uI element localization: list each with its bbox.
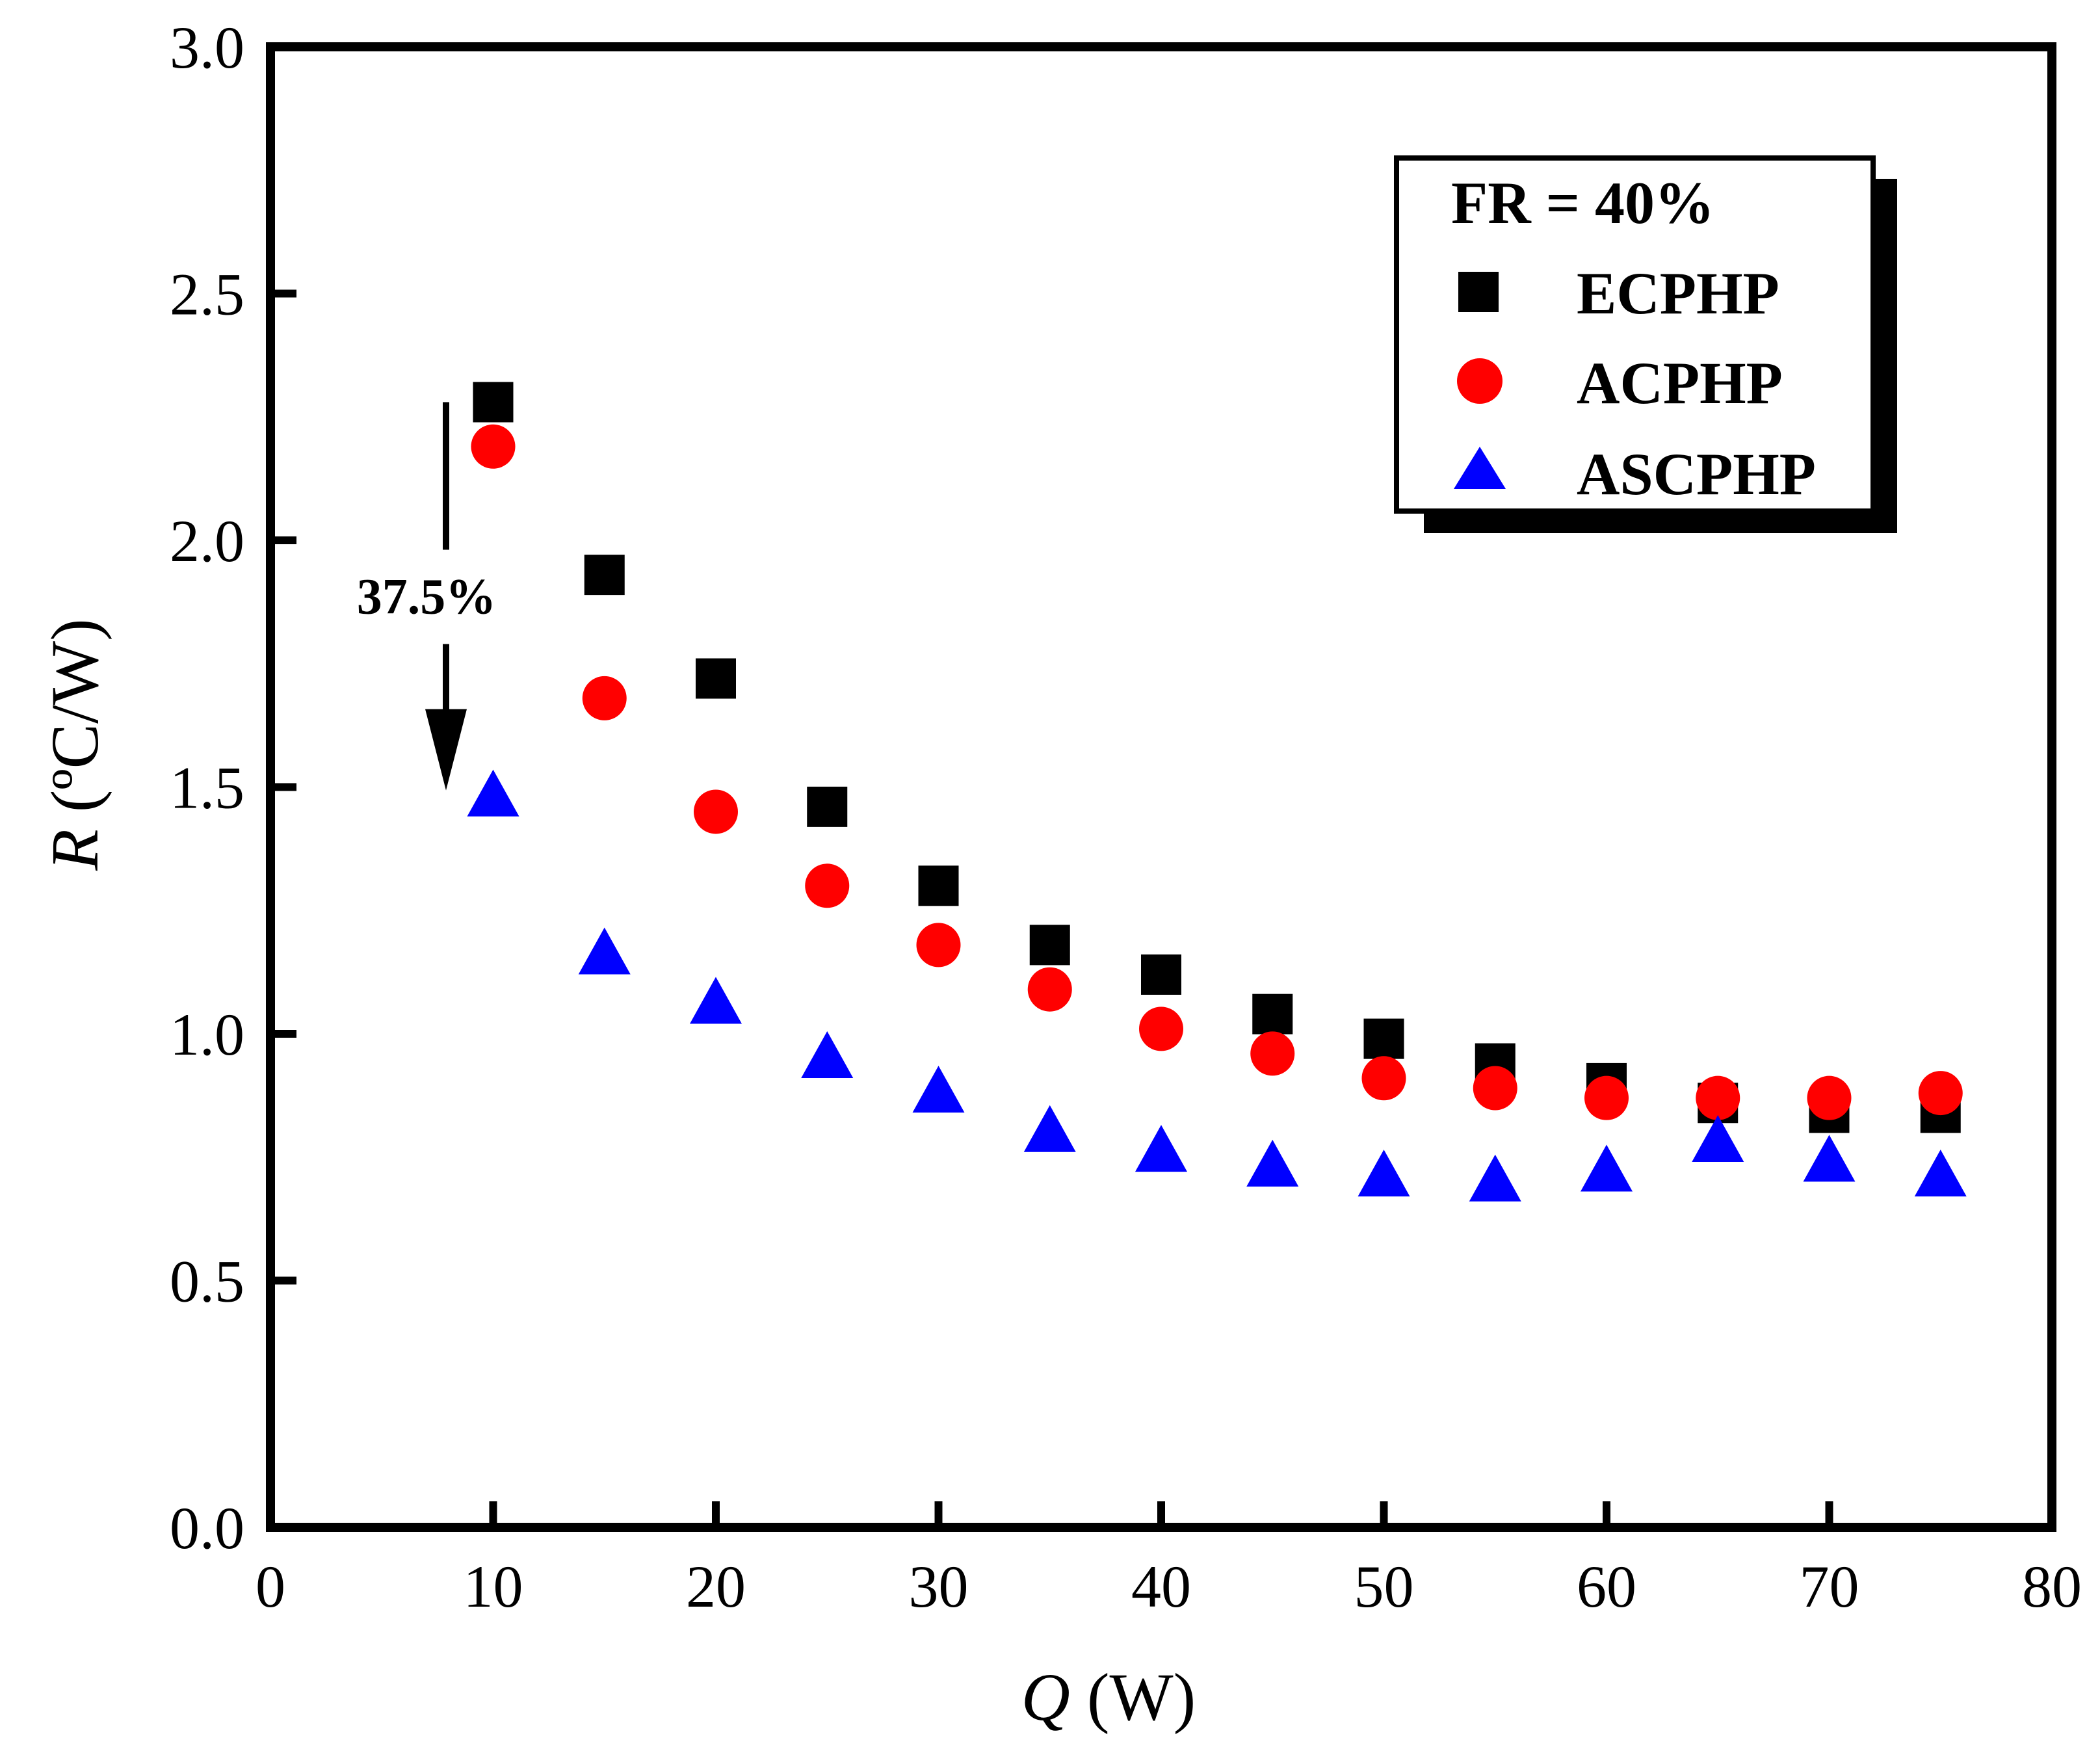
y-tick-label-4: 2.0 xyxy=(170,508,244,574)
arrow-head xyxy=(425,709,467,791)
x-ticks: 0 10 20 30 40 50 60 70 80 xyxy=(256,1501,2082,1620)
y-ticks: 0.0 0.5 1.0 1.5 2.0 2.5 3.0 xyxy=(170,14,296,1561)
marker-acphp-12 xyxy=(1807,1075,1852,1120)
y-axis-title: R (ºC/W) xyxy=(38,618,112,871)
y-tick-label-0: 0.0 xyxy=(170,1495,244,1561)
marker-ascphp-10 xyxy=(1581,1144,1633,1192)
marker-acphp-6 xyxy=(1139,1007,1183,1051)
marker-ascphp-7 xyxy=(1246,1139,1299,1187)
legend-marker-acphp xyxy=(1457,358,1503,404)
marker-ecphp-0 xyxy=(473,382,514,423)
marker-ascphp-9 xyxy=(1469,1154,1521,1202)
x-tick-label-6: 60 xyxy=(1577,1553,1636,1620)
legend-label-ecphp: ECPHP xyxy=(1577,260,1779,326)
marker-ecphp-8 xyxy=(1363,1018,1404,1059)
legend-label-acphp: ACPHP xyxy=(1577,350,1783,416)
y-axis-unit: (ºC/W) xyxy=(38,618,112,829)
marker-ascphp-0 xyxy=(467,769,519,817)
y-tick-label-6: 3.0 xyxy=(170,14,244,81)
marker-ecphp-5 xyxy=(1029,925,1070,966)
marker-acphp-0 xyxy=(471,424,516,469)
marker-ascphp-13 xyxy=(1914,1150,1967,1197)
legend-title: FR = 40% xyxy=(1451,170,1714,236)
legend-marker-ecphp xyxy=(1458,272,1499,312)
x-tick-label-0: 0 xyxy=(256,1553,285,1620)
y-tick-label-1: 0.5 xyxy=(170,1248,244,1315)
x-tick-label-1: 10 xyxy=(464,1553,523,1620)
marker-acphp-3 xyxy=(805,863,850,908)
marker-ascphp-2 xyxy=(690,977,742,1024)
y-tick-label-3: 1.5 xyxy=(170,755,244,821)
data-markers xyxy=(467,382,1967,1202)
legend-label-ascphp: ASCPHP xyxy=(1577,441,1816,507)
marker-ecphp-6 xyxy=(1141,954,1181,995)
x-axis-unit: (W) xyxy=(1070,1660,1196,1735)
marker-ascphp-11 xyxy=(1692,1114,1744,1162)
x-axis-symbol: Q xyxy=(1021,1660,1070,1735)
marker-ascphp-6 xyxy=(1135,1125,1187,1172)
marker-ascphp-1 xyxy=(578,927,631,975)
marker-acphp-7 xyxy=(1250,1031,1295,1076)
x-axis-title: Q (W) xyxy=(1021,1660,1196,1735)
y-axis-symbol: R xyxy=(38,829,112,871)
x-tick-label-4: 40 xyxy=(1131,1553,1191,1620)
legend-box xyxy=(1394,155,1876,514)
x-tick-label-8: 80 xyxy=(2022,1553,2082,1620)
legend-marker-ascphp xyxy=(1454,447,1506,489)
y-tick-label-5: 2.5 xyxy=(170,261,244,328)
marker-ascphp-8 xyxy=(1358,1150,1410,1197)
marker-ascphp-5 xyxy=(1023,1105,1076,1152)
marker-acphp-9 xyxy=(1473,1066,1517,1111)
marker-ascphp-4 xyxy=(912,1066,965,1113)
marker-acphp-4 xyxy=(916,923,961,968)
marker-acphp-5 xyxy=(1027,967,1072,1012)
marker-ascphp-3 xyxy=(801,1031,854,1078)
marker-ascphp-12 xyxy=(1803,1135,1856,1182)
marker-ecphp-1 xyxy=(584,555,625,596)
marker-acphp-11 xyxy=(1696,1075,1740,1120)
x-tick-label-5: 50 xyxy=(1354,1553,1414,1620)
marker-acphp-8 xyxy=(1361,1056,1406,1101)
marker-acphp-10 xyxy=(1584,1075,1629,1120)
marker-ecphp-2 xyxy=(696,658,736,699)
x-tick-label-2: 20 xyxy=(686,1553,746,1620)
legend: FR = 40% ECPHP ACPHP ASCPHP xyxy=(1394,155,1897,533)
marker-ecphp-4 xyxy=(918,865,959,906)
marker-acphp-1 xyxy=(582,676,627,720)
marker-acphp-13 xyxy=(1918,1071,1963,1116)
marker-ecphp-3 xyxy=(807,786,848,827)
x-tick-label-7: 70 xyxy=(1800,1553,1859,1620)
reduction-annotation: 37.5% xyxy=(357,402,497,791)
plot-area: 0.0 0.5 1.0 1.5 2.0 2.5 3.0 0 10 20 30 40 50 60 70 80 xyxy=(170,14,2082,1620)
annotation-label: 37.5% xyxy=(357,568,497,624)
marker-acphp-2 xyxy=(694,789,738,834)
x-tick-label-3: 30 xyxy=(909,1553,969,1620)
marker-ecphp-7 xyxy=(1252,994,1293,1034)
plot-frame xyxy=(266,42,2056,1532)
y-tick-label-2: 1.0 xyxy=(170,1001,244,1068)
